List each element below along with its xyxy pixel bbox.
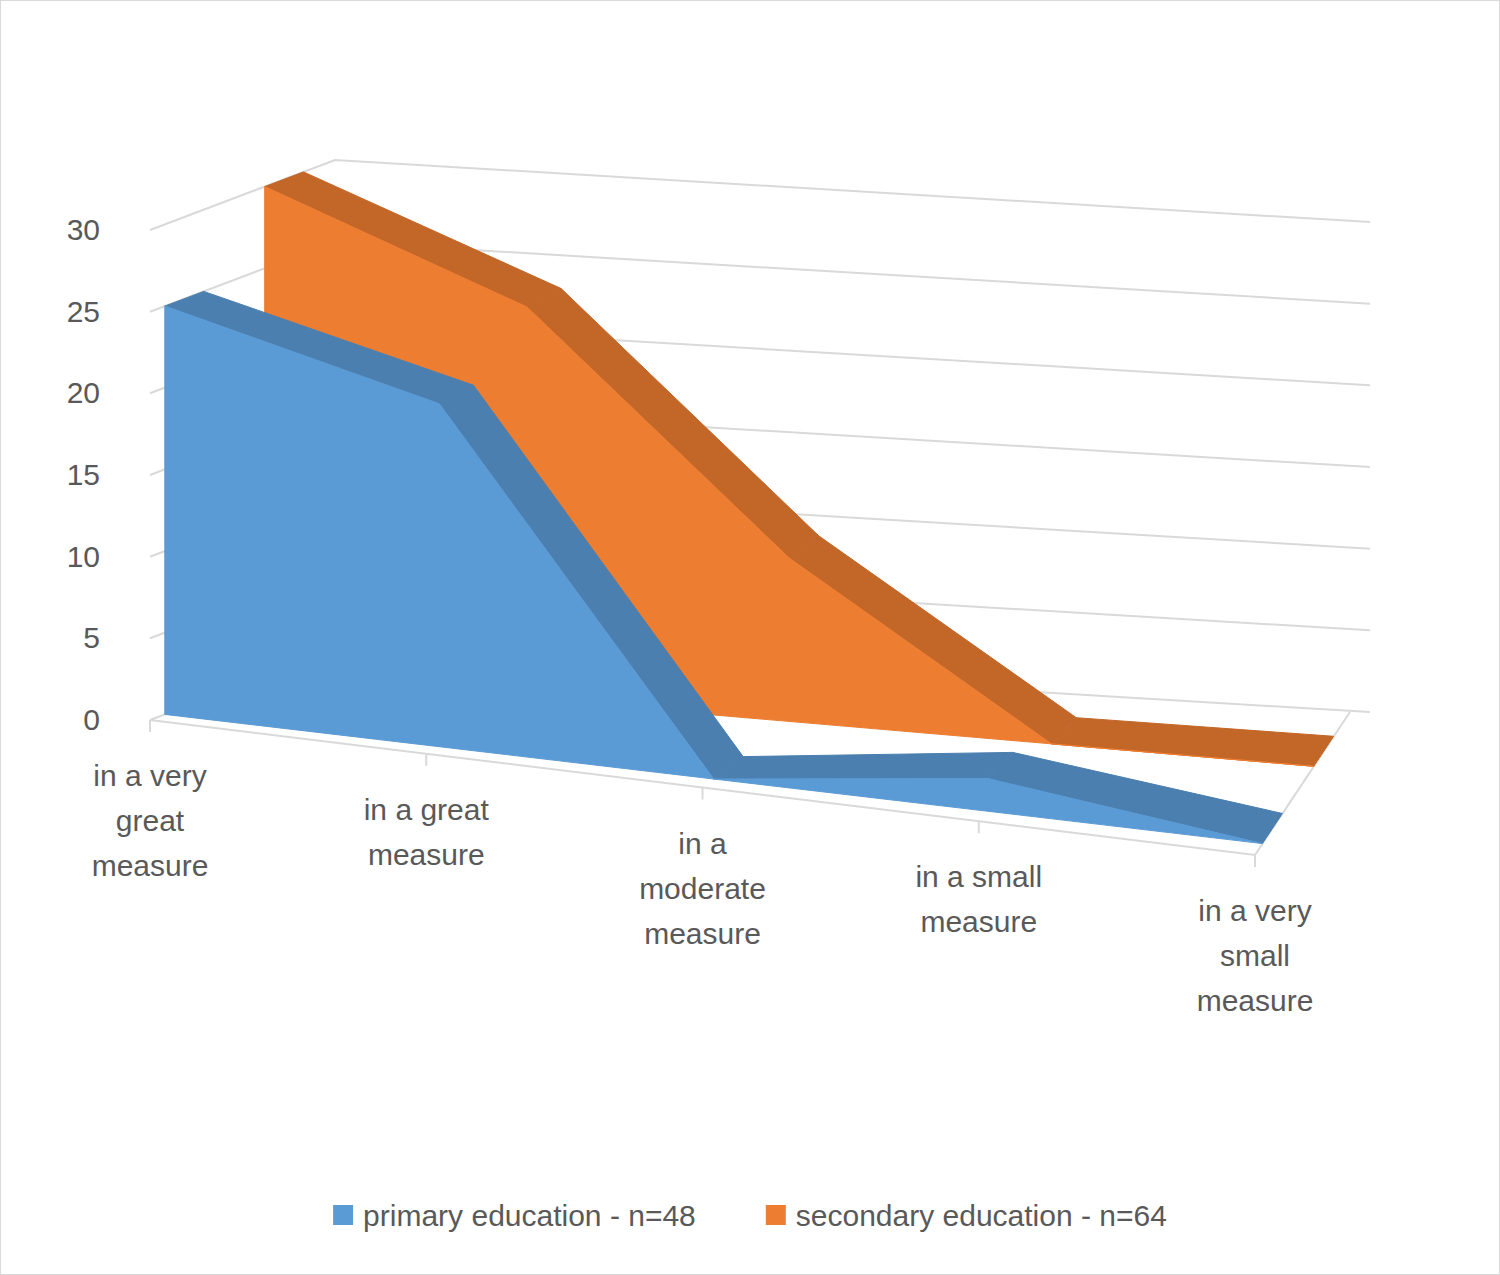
x-tick bbox=[1254, 855, 1256, 867]
label-line: measure bbox=[1197, 984, 1314, 1017]
area-top bbox=[1052, 718, 1334, 767]
legend-swatch bbox=[333, 1205, 353, 1225]
x-tick bbox=[702, 788, 704, 800]
chart: 051015202530in a verygreatmeasurein a gr… bbox=[0, 0, 1500, 1275]
x-tick bbox=[425, 754, 427, 766]
label-line: in a very bbox=[1198, 894, 1311, 927]
y-tick-label: 25 bbox=[67, 295, 100, 328]
label-line: measure bbox=[920, 905, 1037, 938]
x-tick bbox=[978, 821, 980, 833]
legend-label: primary education - n=48 bbox=[363, 1199, 696, 1232]
label-line: in a very bbox=[93, 759, 206, 792]
label-line: in a small bbox=[915, 860, 1042, 893]
label-line: measure bbox=[92, 849, 209, 882]
legend-swatch bbox=[766, 1205, 786, 1225]
plot-area bbox=[165, 172, 1334, 844]
area-end bbox=[1263, 814, 1283, 844]
y-tick-label: 5 bbox=[83, 621, 100, 654]
y-tick-label: 10 bbox=[67, 540, 100, 573]
label-line: moderate bbox=[639, 872, 766, 905]
area-end bbox=[1314, 736, 1334, 766]
label-line: small bbox=[1220, 939, 1290, 972]
x-tick-label: in a great measure bbox=[364, 793, 490, 871]
label-line: measure bbox=[644, 917, 761, 950]
x-tick-label: in a very great measure bbox=[92, 759, 209, 882]
y-tick-label: 20 bbox=[67, 376, 100, 409]
y-tick-label: 30 bbox=[67, 213, 100, 246]
label-line: great bbox=[116, 804, 185, 837]
x-tick-label: in a very small measure bbox=[1197, 894, 1314, 1017]
label-line: in a bbox=[678, 827, 727, 860]
area bbox=[165, 306, 1263, 844]
label-line: in a great bbox=[364, 793, 490, 826]
legend: primary education - n=48 secondary educat… bbox=[333, 1199, 1167, 1232]
x-tick-label: in a small measure bbox=[915, 860, 1042, 938]
label-line: measure bbox=[368, 838, 485, 871]
y-tick-label: 0 bbox=[83, 703, 100, 736]
area-top bbox=[714, 752, 1013, 779]
x-tick-label: in a moderate measure bbox=[639, 827, 766, 950]
y-tick-label: 15 bbox=[67, 458, 100, 491]
x-tick bbox=[149, 720, 151, 732]
legend-label: secondary education - n=64 bbox=[796, 1199, 1167, 1232]
